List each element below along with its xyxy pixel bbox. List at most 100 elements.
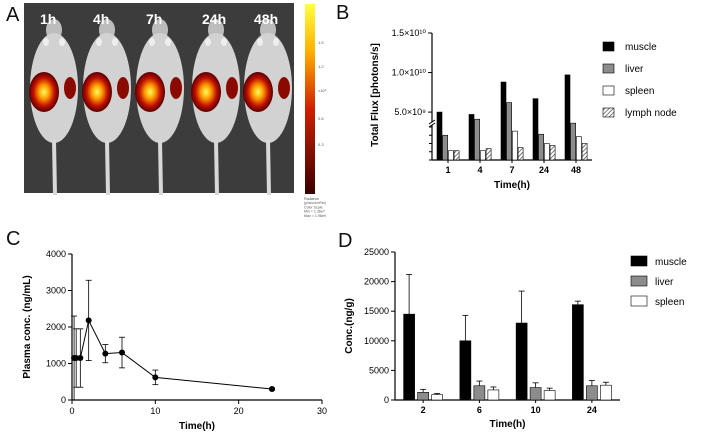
b-x-tick-label: 4: [477, 165, 482, 175]
d-bar-muscle: [403, 313, 415, 401]
mouse-ear: [112, 38, 118, 46]
c-data-point: [119, 349, 125, 356]
b-bar-liver: [538, 133, 545, 161]
b-y-tick-label: 1.0×10¹⁰: [392, 68, 427, 78]
mouse-tail: [266, 139, 271, 196]
signal-left: [29, 72, 59, 112]
d-legend-label: muscle: [655, 257, 687, 268]
d-legend-swatch: [630, 255, 648, 267]
panel-letter-a: A: [6, 4, 20, 26]
mouse-7h: 7h: [135, 11, 184, 196]
b-x-tick-label: 7: [509, 165, 514, 175]
d-legend-label: liver: [655, 277, 674, 288]
c-data-point: [102, 350, 109, 357]
d-bar-spleen: [487, 389, 500, 401]
b-bar-lymph-node: [485, 148, 492, 161]
d-bar-muscle: [459, 340, 472, 401]
c-x-tick-label: 20: [234, 406, 244, 416]
b-legend-label: muscle: [625, 42, 657, 53]
d-x-tick-label: 2: [421, 405, 426, 415]
d-x-tick-label: 10: [531, 405, 541, 415]
time-label: 1h: [40, 11, 56, 27]
b-legend-swatch: [602, 63, 615, 74]
b-bar-spleen: [544, 143, 550, 161]
b-bar-spleen: [512, 130, 518, 161]
b-y-axis-label: Total Flux [photons/s]: [370, 43, 381, 147]
b-axis-break: [428, 119, 436, 125]
c-y-tick-label: 2000: [46, 322, 66, 332]
signal-right: [226, 77, 238, 99]
signal-right: [278, 77, 290, 99]
d-bar-liver: [417, 392, 429, 401]
panel-letter-c: C: [6, 228, 21, 250]
b-bar-spleen: [576, 136, 582, 161]
mouse-48h: 48h: [243, 11, 292, 196]
time-label: 7h: [146, 11, 162, 27]
d-bar-liver: [586, 385, 598, 401]
colorbar-tick-label: 1.5: [318, 40, 324, 45]
signal-right: [170, 77, 182, 99]
b-x-axis-label: Time(h): [494, 180, 530, 191]
colorbar-tick-label: 1.2: [318, 64, 324, 69]
d-x-tick-label: 6: [477, 405, 482, 415]
d-legend-label: spleen: [655, 297, 684, 308]
time-label: 48h: [254, 11, 278, 27]
b-legend-swatch: [602, 85, 615, 96]
mouse-4h: 4h: [82, 11, 131, 196]
mouse-ear: [205, 38, 211, 46]
b-x-tick-label: 48: [571, 165, 581, 175]
signal-right: [64, 77, 76, 99]
b-axis-break: [428, 122, 436, 128]
c-y-tick-label: 4000: [46, 249, 66, 259]
b-legend-label: liver: [625, 64, 644, 75]
b-bar-muscle: [468, 114, 475, 161]
mouse-tail: [105, 139, 110, 196]
mouse-ear: [257, 38, 263, 46]
d-bar-spleen: [600, 384, 612, 401]
d-y-tick-label: 0: [384, 395, 389, 405]
signal-left: [82, 72, 112, 112]
d-y-axis-label: Conc.(ng/g): [344, 298, 355, 354]
b-bar-liver: [442, 134, 449, 161]
colorbar-note: (p/sec/cm²/sr): [304, 201, 326, 205]
d-legend-swatch: [630, 295, 648, 307]
mouse-ear: [149, 38, 155, 46]
mouse-ear: [165, 38, 171, 46]
mouse-tail: [214, 139, 219, 196]
d-bar-spleen: [543, 390, 556, 401]
b-x-tick-label: 24: [539, 165, 549, 175]
b-y-tick-label: 1.5×10¹⁰: [392, 28, 427, 38]
c-y-tick-label: 0: [61, 395, 66, 405]
b-legend-swatch: [602, 41, 615, 52]
colorbar-tick-label: ×10⁹: [318, 88, 327, 93]
d-bar-spleen: [431, 394, 443, 401]
mouse-24h: 24h: [191, 11, 240, 196]
b-bar-lymph-node: [453, 150, 460, 161]
signal-left: [135, 72, 165, 112]
colorbar-note: Min = 1.36e7: [304, 210, 325, 214]
c-data-point: [85, 317, 92, 324]
c-x-tick-label: 10: [150, 406, 160, 416]
d-y-tick-label: 5000: [369, 365, 389, 375]
mouse-ear: [59, 38, 65, 46]
b-bar-spleen: [448, 150, 454, 161]
b-bar-muscle: [436, 111, 443, 161]
c-x-tick-label: 30: [317, 406, 327, 416]
d-x-axis-label: Time(h): [490, 419, 526, 430]
mouse-tail: [158, 139, 163, 196]
b-bar-lymph-node: [581, 143, 588, 161]
signal-left: [191, 72, 221, 112]
d-y-tick-label: 10000: [364, 336, 389, 346]
b-bar-lymph-node: [517, 147, 524, 161]
panel-letter-b: B: [336, 2, 350, 24]
signal-left: [243, 72, 273, 112]
b-bar-muscle: [532, 98, 539, 161]
d-bar-muscle: [515, 322, 528, 401]
c-data-point: [269, 386, 275, 393]
d-x-tick-label: 24: [587, 405, 597, 415]
d-bar-liver: [473, 385, 486, 401]
d-bar-liver: [529, 387, 542, 401]
